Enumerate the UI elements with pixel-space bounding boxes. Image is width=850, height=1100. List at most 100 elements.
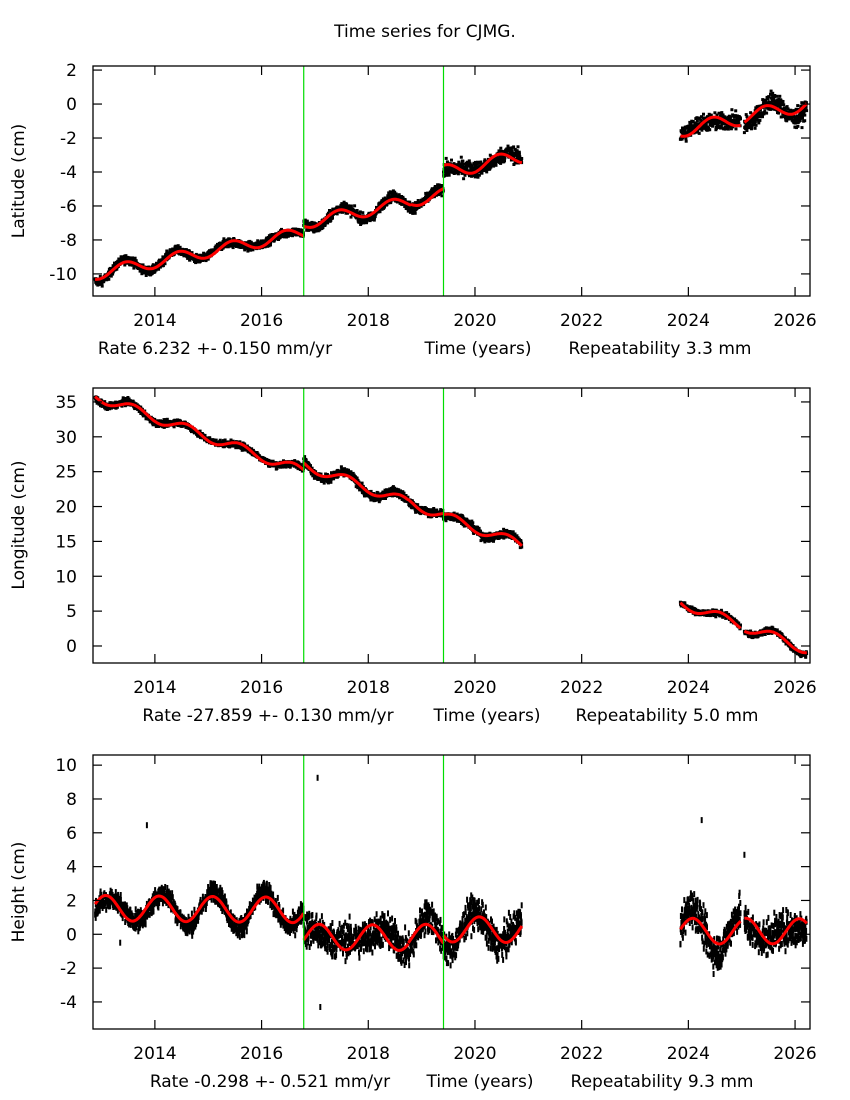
data-point [285, 235, 288, 239]
data-point [779, 102, 782, 106]
data-point [753, 120, 757, 124]
x-tick-label: 2016 [240, 311, 283, 331]
data-point [156, 419, 160, 423]
data-point [107, 277, 111, 281]
data-point [448, 170, 452, 174]
data-point [102, 280, 106, 284]
data-point [800, 126, 804, 130]
data-point [749, 111, 753, 115]
data-point [444, 156, 448, 160]
data-point [745, 115, 749, 119]
data-point [343, 206, 347, 210]
data-point [370, 218, 374, 222]
data-point [419, 512, 423, 516]
data-point [222, 237, 226, 241]
data-point [321, 226, 325, 230]
data-point [477, 173, 481, 177]
data-point [349, 204, 353, 208]
data-point [769, 89, 773, 93]
data-point [404, 494, 408, 497]
data-point [280, 227, 283, 231]
data-point [683, 129, 687, 133]
data-point [161, 264, 165, 268]
data-point [346, 211, 349, 215]
data-point [759, 115, 763, 119]
data-point [475, 173, 479, 177]
data-point [222, 439, 225, 443]
y-tick-label: -8 [60, 231, 77, 251]
data-point [483, 159, 487, 163]
data-point [695, 116, 699, 120]
data-point [275, 467, 279, 470]
data-point [803, 119, 807, 123]
model-fit-line [410, 187, 444, 207]
data-point [356, 478, 360, 482]
data-point [773, 94, 777, 97]
data-point [329, 218, 333, 222]
data-point [365, 221, 368, 225]
x-tick-label: 2026 [773, 311, 816, 331]
data-point [249, 248, 253, 252]
data-point [250, 447, 254, 451]
data-point [104, 407, 108, 411]
model-fit-line [743, 102, 808, 124]
data-point [781, 100, 785, 103]
data-point [801, 114, 805, 117]
data-point [503, 156, 507, 160]
data-point [139, 405, 143, 409]
data-point [211, 248, 215, 252]
data-point [725, 118, 729, 122]
data-point [476, 161, 480, 165]
data-point [764, 98, 767, 102]
data-point [484, 168, 488, 172]
data-point [373, 499, 377, 502]
x-tick-label: 2014 [133, 311, 176, 331]
data-point [719, 126, 723, 130]
data-point [385, 203, 389, 207]
data-point [480, 171, 484, 175]
data-point [322, 481, 326, 485]
data-point [704, 123, 708, 127]
data-point [100, 281, 104, 285]
data-point [488, 153, 492, 157]
data-point [775, 94, 779, 98]
data-point [332, 477, 336, 481]
data-point [794, 107, 798, 111]
data-point [378, 208, 381, 212]
data-point [303, 218, 307, 222]
data-point [342, 200, 346, 204]
data-point [387, 194, 391, 197]
data-point [765, 111, 769, 115]
data-point [393, 486, 397, 490]
data-point [762, 111, 766, 114]
data-point [440, 194, 444, 198]
data-point [456, 164, 460, 168]
data-point [440, 184, 443, 187]
data-point [394, 192, 398, 196]
data-point [723, 115, 727, 119]
data-point [413, 211, 417, 215]
data-point [715, 113, 719, 117]
data-point [228, 237, 232, 241]
data-point [384, 497, 387, 500]
data-point [803, 113, 807, 117]
data-point [355, 476, 359, 480]
data-point [427, 192, 431, 196]
data-point [105, 277, 109, 281]
data-point [706, 115, 710, 119]
data-point [756, 110, 760, 114]
data-point [202, 251, 206, 255]
data-point [494, 163, 498, 167]
data-point [115, 405, 119, 409]
data-point [452, 172, 456, 175]
data-point [719, 113, 723, 117]
data-point [734, 127, 738, 131]
data-point [153, 270, 157, 274]
data-point [362, 492, 366, 496]
data-point [735, 114, 739, 118]
data-point [313, 222, 317, 225]
data-point [402, 202, 406, 206]
data-point [265, 236, 269, 240]
data-point [770, 102, 774, 106]
data-point [747, 123, 750, 127]
